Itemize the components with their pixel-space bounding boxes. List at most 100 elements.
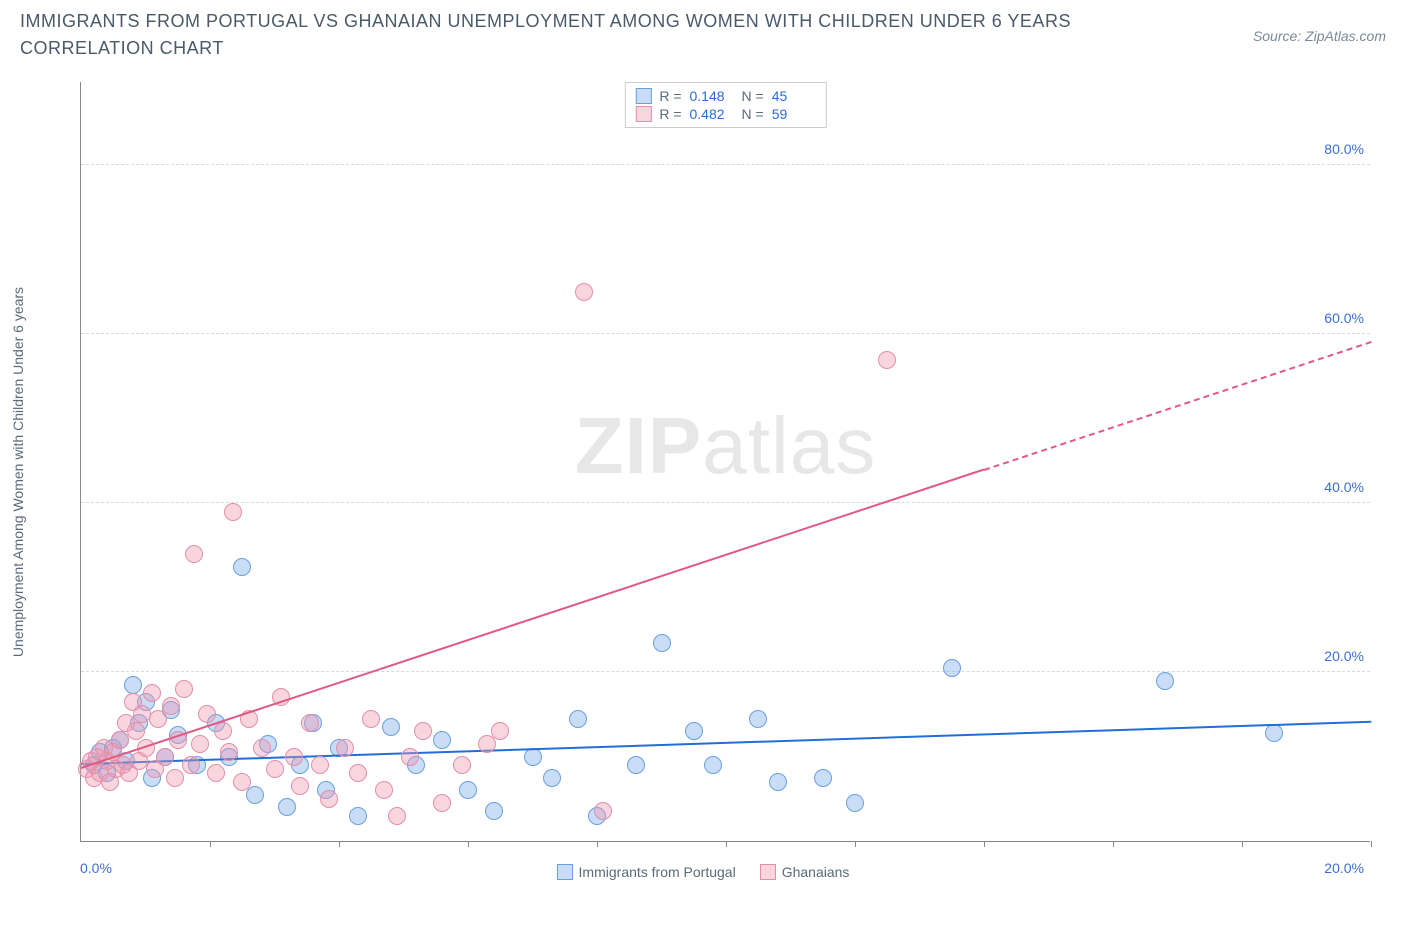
chart-title: IMMIGRANTS FROM PORTUGAL VS GHANAIAN UNE… [20, 8, 1120, 62]
data-point [246, 786, 264, 804]
series-legend: Immigrants from Portugal Ghanaians [20, 864, 1386, 880]
x-tick-mark [1113, 841, 1114, 847]
data-point [175, 680, 193, 698]
y-tick-label: 20.0% [1324, 648, 1364, 664]
data-point [569, 710, 587, 728]
y-tick-label: 40.0% [1324, 479, 1364, 495]
data-point [382, 718, 400, 736]
data-point [214, 722, 232, 740]
watermark: ZIPatlas [575, 400, 876, 492]
x-tick-mark [339, 841, 340, 847]
data-point [685, 722, 703, 740]
legend-n-value: 45 [772, 88, 816, 104]
legend-item: Immigrants from Portugal [557, 864, 736, 880]
data-point [311, 756, 329, 774]
data-point [253, 739, 271, 757]
x-tick-mark [210, 841, 211, 847]
data-point [207, 764, 225, 782]
data-point [433, 794, 451, 812]
data-point [1156, 672, 1174, 690]
data-point [453, 756, 471, 774]
x-tick-mark [597, 841, 598, 847]
y-tick-label: 60.0% [1324, 310, 1364, 326]
data-point [704, 756, 722, 774]
legend-row: R = 0.148 N = 45 [635, 87, 815, 105]
data-point [166, 769, 184, 787]
data-point [124, 676, 142, 694]
trend-line [81, 469, 985, 769]
x-tick-mark [1371, 841, 1372, 847]
legend-swatch [635, 88, 651, 104]
data-point [233, 773, 251, 791]
legend-r-value: 0.148 [690, 88, 734, 104]
data-point [388, 807, 406, 825]
data-point [291, 777, 309, 795]
gridline [81, 502, 1370, 503]
data-point [133, 705, 151, 723]
data-point [627, 756, 645, 774]
data-point [414, 722, 432, 740]
data-point [459, 781, 477, 799]
data-point [349, 764, 367, 782]
trend-line [984, 341, 1372, 471]
x-tick-mark [1242, 841, 1243, 847]
legend-n-value: 59 [772, 106, 816, 122]
legend-swatch [557, 864, 573, 880]
y-tick-label: 80.0% [1324, 141, 1364, 157]
data-point [878, 351, 896, 369]
legend-series-name: Ghanaians [782, 864, 850, 880]
gridline [81, 671, 1370, 672]
plot-area: ZIPatlas R =0.148N =45R =0.482N =59 20.0… [80, 82, 1370, 842]
data-point [433, 731, 451, 749]
data-point [182, 756, 200, 774]
data-point [749, 710, 767, 728]
legend-n-label: N = [742, 88, 764, 104]
data-point [653, 634, 671, 652]
legend-row: R =0.482N =59 [635, 105, 815, 123]
x-tick-mark [468, 841, 469, 847]
data-point [543, 769, 561, 787]
legend-r-label: R = [659, 88, 681, 104]
data-point [301, 714, 319, 732]
data-point [814, 769, 832, 787]
data-point [285, 748, 303, 766]
data-point [846, 794, 864, 812]
data-point [111, 731, 129, 749]
data-point [575, 283, 593, 301]
gridline [81, 333, 1370, 334]
gridline [81, 164, 1370, 165]
data-point [191, 735, 209, 753]
legend-r-label: R = [659, 106, 681, 122]
data-point [375, 781, 393, 799]
data-point [278, 798, 296, 816]
data-point [362, 710, 380, 728]
correlation-legend: R =0.148N =45R =0.482N =59 [624, 82, 826, 128]
data-point [401, 748, 419, 766]
data-point [266, 760, 284, 778]
data-point [127, 722, 145, 740]
legend-n-label: N = [742, 106, 764, 122]
data-point [233, 558, 251, 576]
data-point [349, 807, 367, 825]
data-point [336, 739, 354, 757]
data-point [162, 697, 180, 715]
data-point [198, 705, 216, 723]
legend-series-name: Immigrants from Portugal [579, 864, 736, 880]
data-point [224, 503, 242, 521]
data-point [220, 743, 238, 761]
data-point [485, 802, 503, 820]
legend-item: Ghanaians [760, 864, 850, 880]
data-point [769, 773, 787, 791]
data-point [491, 722, 509, 740]
data-point [320, 790, 338, 808]
data-point [943, 659, 961, 677]
x-tick-mark [984, 841, 985, 847]
data-point [1265, 724, 1283, 742]
y-axis-label: Unemployment Among Women with Children U… [10, 287, 26, 657]
x-tick-mark [726, 841, 727, 847]
data-point [156, 748, 174, 766]
x-tick-mark [855, 841, 856, 847]
data-point [143, 684, 161, 702]
chart-container: Unemployment Among Women with Children U… [20, 72, 1386, 882]
data-point [185, 545, 203, 563]
